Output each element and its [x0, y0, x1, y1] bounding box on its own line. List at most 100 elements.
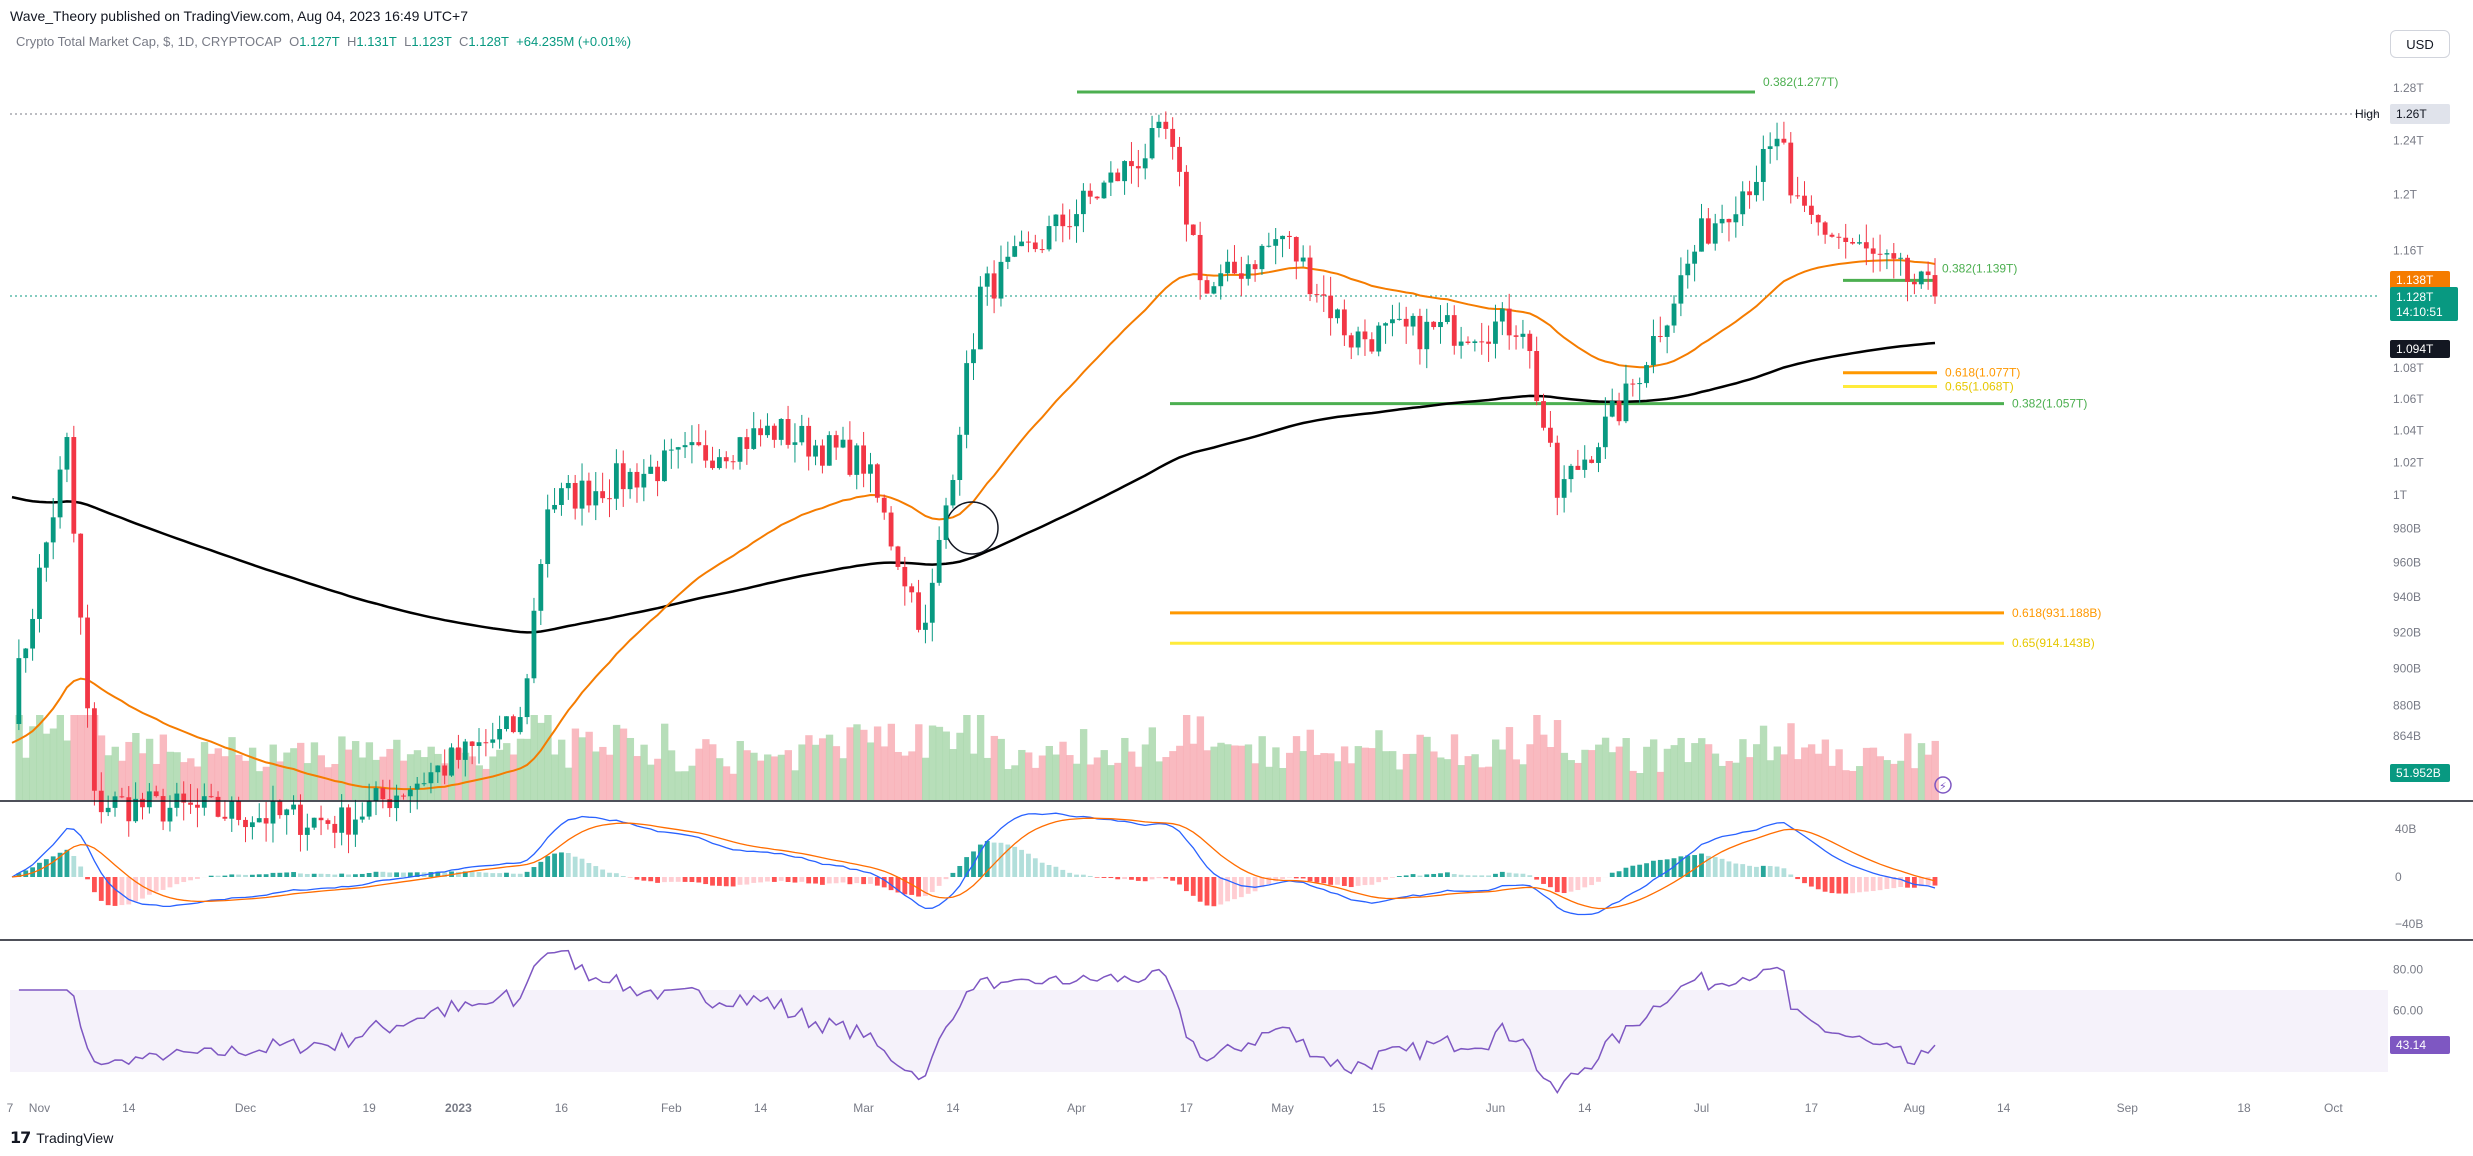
macd-histogram-bar — [1074, 874, 1079, 877]
candle — [1039, 239, 1045, 254]
macd-histogram-bar — [1218, 877, 1224, 905]
candle — [895, 545, 901, 570]
candle-body — [923, 622, 928, 630]
chart-canvas[interactable]: 0.382(1.277T)0.382(1.139T)0.618(1.077T)0… — [0, 0, 2473, 1120]
macd-histogram-bar — [1596, 877, 1601, 882]
candle-body — [160, 796, 166, 822]
volume-bar — [1485, 766, 1493, 800]
candle-body — [298, 804, 303, 835]
candle — [1108, 161, 1114, 197]
fib-level-label: 0.382(1.057T) — [2012, 397, 2087, 411]
candle — [1664, 324, 1670, 354]
candle-body — [751, 428, 757, 449]
candle — [1280, 235, 1285, 258]
volume-bar — [1107, 765, 1115, 800]
macd-histogram-bar — [1857, 877, 1862, 893]
macd-histogram-bar — [1589, 877, 1595, 886]
macd-histogram-bar — [1898, 877, 1904, 888]
macd-histogram-bar — [1664, 859, 1670, 877]
volume-bar — [770, 756, 779, 800]
macd-histogram-bar — [1932, 877, 1938, 886]
volume-bar — [97, 735, 106, 800]
volume-bar — [722, 766, 731, 800]
candle — [627, 468, 633, 499]
candle-body — [1129, 161, 1134, 167]
candle — [1870, 237, 1876, 273]
time-axis-tick: Sep — [2117, 1101, 2139, 1115]
candle — [593, 472, 599, 521]
volume-bar — [1643, 746, 1651, 800]
volume-bar — [523, 738, 532, 800]
candle — [888, 506, 894, 551]
candle — [517, 706, 523, 735]
macd-histogram-bar — [57, 852, 63, 877]
low-label: L — [404, 34, 412, 49]
volume-bar — [1182, 715, 1191, 800]
macd-histogram-bar — [85, 877, 90, 880]
price-axis-tick: 980B — [2393, 521, 2421, 535]
candle — [1417, 308, 1423, 365]
candle — [188, 783, 193, 814]
candle — [352, 799, 358, 847]
time-axis-tick: May — [1271, 1101, 1294, 1115]
candle — [1857, 234, 1862, 245]
volume-bar — [970, 753, 978, 800]
macd-histogram-bar — [977, 844, 983, 877]
candle — [641, 459, 647, 502]
volume-bar — [1753, 744, 1761, 800]
candle — [1616, 392, 1622, 426]
candle-body — [1238, 273, 1244, 279]
volume-bar — [1739, 739, 1747, 800]
volume-bar — [667, 750, 676, 800]
ema50-tag-bg — [2390, 271, 2450, 289]
candle — [153, 785, 159, 798]
candle — [421, 772, 427, 787]
candle — [840, 426, 846, 449]
volume-bar — [1910, 768, 1919, 800]
volume-bar — [379, 756, 387, 800]
volume-bar — [1787, 723, 1795, 800]
time-axis-tick: 18 — [2237, 1101, 2251, 1115]
candle-body — [1499, 308, 1505, 322]
macd-histogram-bar — [874, 877, 880, 886]
volume-bar — [1526, 744, 1534, 800]
candle — [23, 647, 29, 673]
candle-body — [1197, 234, 1203, 281]
candle-body — [1554, 442, 1560, 498]
macd-histogram-bar — [1657, 859, 1663, 877]
volume-bar — [152, 763, 161, 800]
volume-bar — [1622, 738, 1630, 800]
candle — [758, 419, 764, 447]
candle — [1328, 276, 1334, 336]
candle-body — [1486, 341, 1491, 344]
candle-body — [1307, 257, 1313, 295]
macd-histogram-bar — [339, 873, 345, 877]
candle — [1204, 276, 1210, 294]
candle-body — [380, 788, 386, 800]
macd-histogram-bar — [1266, 877, 1272, 885]
candle-body — [1053, 214, 1059, 227]
currency-button[interactable]: USD — [2390, 30, 2450, 58]
candle-body — [1506, 308, 1512, 336]
volume-bar — [887, 723, 896, 800]
volume-bar — [1849, 770, 1857, 800]
macd-histogram-bar — [840, 877, 846, 883]
candle-body — [572, 482, 578, 509]
candle-body — [524, 678, 530, 718]
candle-body — [531, 610, 537, 679]
candle-body — [1884, 253, 1890, 255]
candle-body — [627, 471, 633, 490]
volume-bar — [1567, 760, 1575, 800]
candle-body — [16, 658, 22, 724]
candle-body — [497, 729, 503, 740]
volume-bar — [509, 754, 518, 800]
volume-bar — [262, 766, 271, 800]
volume-bar — [139, 753, 147, 800]
volume-bar — [606, 754, 614, 800]
volume-bar — [1471, 754, 1479, 800]
candle — [703, 430, 709, 468]
candle — [806, 417, 812, 471]
candles — [16, 111, 1938, 854]
candle-body — [1177, 146, 1182, 172]
macd-histogram-bar — [1026, 853, 1031, 877]
